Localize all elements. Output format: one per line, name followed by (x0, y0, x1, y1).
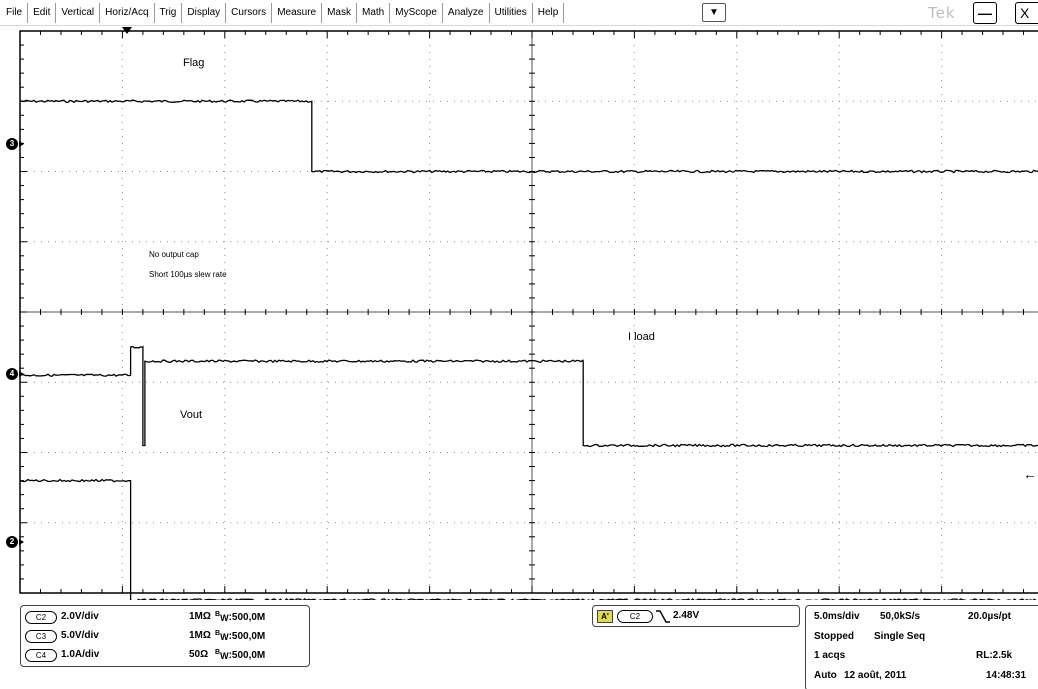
channel-scale: 5.0V/div (61, 630, 99, 641)
waveform-vout (19, 478, 1037, 600)
minimize-icon: — (978, 5, 992, 21)
chevron-down-icon: ▼ (709, 7, 719, 18)
bw-value: :500,0M (228, 631, 266, 642)
channel-scale: 1.0A/div (61, 649, 100, 660)
channel-bandwidth: BW:500,0M (215, 630, 265, 642)
channel-2-arrow-icon (19, 539, 24, 545)
bw-prefix: B (215, 649, 221, 656)
flag-label: Flag (183, 57, 205, 69)
channel-readout-panel[interactable]: C2 2.0V/div 1MΩ BW:500,0M C3 5.0V/div 1M… (20, 605, 310, 667)
channel-bandwidth: BW:500,0M (215, 649, 265, 661)
menu-bar: File Edit Vertical Horiz/Acq Trig Displa… (0, 0, 1038, 26)
trigger-auto-mode: Auto (814, 670, 837, 681)
close-button[interactable]: X (1015, 2, 1038, 24)
channel-impedance: 1MΩ (189, 630, 211, 641)
menu-item-myscope[interactable]: MyScope (390, 3, 443, 23)
menu-dropdown-button[interactable]: ▼ (702, 3, 726, 22)
menu-item-mask[interactable]: Mask (322, 3, 357, 23)
bw-value: :500,0M (228, 650, 266, 661)
tek-logo: Tek (928, 4, 956, 22)
channel-3-marker[interactable]: 3 (6, 138, 18, 150)
acquisition-count: 1 acqs (814, 650, 846, 661)
channel-row[interactable]: C2 2.0V/div 1MΩ BW:500,0M (21, 609, 309, 626)
menu-item-math[interactable]: Math (357, 3, 391, 23)
acquisition-mode: Single Seq (874, 631, 926, 642)
acquisition-date: 12 août, 2011 (844, 670, 907, 681)
trigger-mode-badge: A' (597, 610, 613, 623)
channel-4-marker[interactable]: 4 (6, 368, 18, 380)
minimize-button[interactable]: — (973, 2, 997, 24)
acquisition-state: Stopped (814, 631, 854, 642)
trigger-position-marker[interactable] (122, 27, 132, 34)
channel-impedance: 1MΩ (189, 611, 211, 622)
channel-impedance: 50Ω (189, 649, 209, 660)
menu-item-trig[interactable]: Trig (155, 3, 183, 23)
menu-item-file[interactable]: File (0, 3, 29, 23)
menu-list: File Edit Vertical Horiz/Acq Trig Displa… (0, 3, 565, 23)
channel-2-marker[interactable]: 2 (6, 536, 18, 548)
waveform-traces (19, 99, 1038, 600)
no-output-cap-label: No output cap (149, 250, 199, 259)
bw-sub: W (220, 651, 229, 661)
menu-item-help[interactable]: Help (533, 3, 565, 23)
menu-item-measure[interactable]: Measure (272, 3, 323, 23)
menu-item-cursors[interactable]: Cursors (226, 3, 273, 23)
iload-label: I load (628, 331, 655, 343)
bw-sub: W (220, 613, 229, 623)
bw-value: :500,0M (228, 612, 266, 623)
channel-badge: C2 (25, 611, 57, 624)
channel-scale: 2.0V/div (61, 611, 99, 622)
sample-rate: 50,0kS/s (880, 611, 921, 622)
trigger-source-badge: C2 (617, 610, 653, 623)
slew-rate-label: Short 100µs slew rate (149, 270, 227, 279)
menu-item-display[interactable]: Display (182, 3, 227, 23)
channel-badge: C4 (25, 649, 57, 662)
trigger-level: 2.48V (673, 610, 700, 621)
menu-item-vertical[interactable]: Vertical (56, 3, 101, 23)
channel-4-arrow-icon (19, 371, 24, 377)
acquisition-readout-panel[interactable]: 5.0ms/div 50,0kS/s 20.0µs/pt Stopped Sin… (805, 605, 1038, 689)
menu-item-edit[interactable]: Edit (28, 3, 57, 23)
trigger-level-arrow-icon[interactable]: ← (1023, 466, 1037, 482)
channel-3-arrow-icon (19, 141, 24, 147)
menu-item-analyze[interactable]: Analyze (443, 3, 490, 23)
vout-label: Vout (180, 409, 203, 421)
bw-prefix: B (215, 630, 221, 637)
resolution: 20.0µs/pt (968, 611, 1012, 622)
falling-edge-icon (656, 610, 670, 623)
trigger-readout-panel[interactable]: A' C2 2.48V (592, 605, 800, 627)
record-length: RL:2.5k (976, 650, 1013, 661)
acquisition-time: 14:48:31 (986, 670, 1027, 681)
waveform-display[interactable]: Flag No output cap Short 100µs slew rate… (0, 26, 1038, 600)
graticule-plot (19, 30, 1038, 600)
channel-row[interactable]: C4 1.0A/div 50Ω BW:500,0M (21, 647, 309, 664)
menu-item-utilities[interactable]: Utilities (490, 3, 533, 23)
graticule (19, 30, 1038, 594)
bw-sub: W (220, 632, 229, 642)
bw-prefix: B (215, 611, 221, 618)
channel-badge: C3 (25, 630, 57, 643)
channel-row[interactable]: C3 5.0V/div 1MΩ BW:500,0M (21, 628, 309, 645)
timebase: 5.0ms/div (814, 611, 860, 622)
waveform-flag (19, 99, 1038, 174)
channel-bandwidth: BW:500,0M (215, 611, 265, 623)
menu-item-horiz-acq[interactable]: Horiz/Acq (100, 3, 155, 23)
close-icon: X (1020, 5, 1030, 21)
waveform-i-load (19, 345, 1038, 448)
